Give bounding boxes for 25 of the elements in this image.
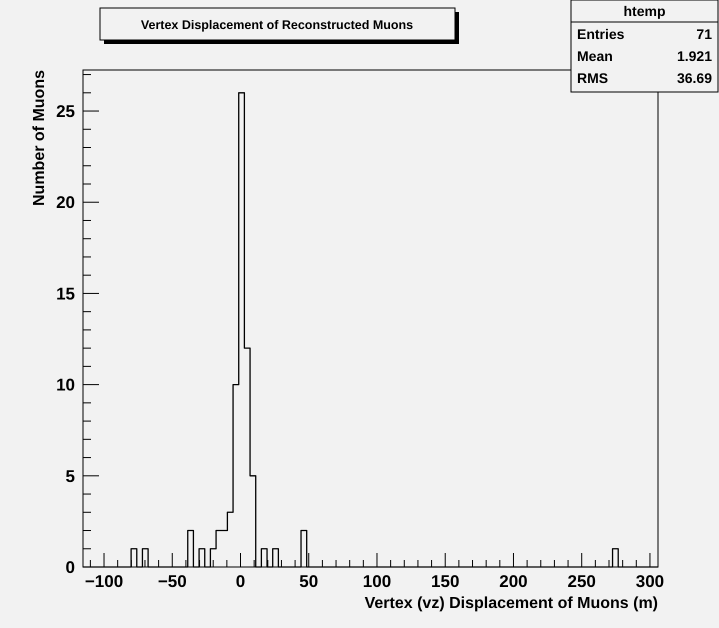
text: 36.69 (676, 70, 712, 86)
x-tick-label: 100 (362, 572, 392, 591)
y-tick-label: 20 (56, 193, 75, 212)
y-tick-label: 10 (56, 376, 75, 395)
x-tick-label: 0 (236, 572, 246, 591)
x-tick-label: 300 (636, 572, 664, 591)
x-axis-title: Vertex (vz) Displacement of Muons (m) (364, 595, 658, 612)
y-tick-label: 25 (56, 102, 75, 122)
y-tick-label: 15 (56, 284, 75, 304)
annotation: RMS (577, 70, 608, 86)
text: Entries (577, 26, 625, 42)
x-tick-label: 50 (299, 572, 318, 591)
y-tick-label: 5 (66, 466, 75, 486)
text: Mean (577, 48, 613, 64)
x-tick-label: 150 (431, 572, 460, 591)
x-tick-label: −50 (158, 572, 187, 591)
text: htemp (624, 3, 666, 19)
x-tick-label: −100 (84, 572, 124, 591)
text: 1.921 (676, 48, 712, 64)
chart-title: Vertex Displacement of Reconstructed Muons (140, 18, 414, 32)
x-tick-label: 200 (499, 572, 528, 591)
x-tick-label: 250 (568, 572, 596, 591)
y-axis-title: Number of Muons (31, 70, 48, 206)
y-tick-label: 0 (66, 558, 75, 577)
text: 71 (696, 26, 712, 42)
